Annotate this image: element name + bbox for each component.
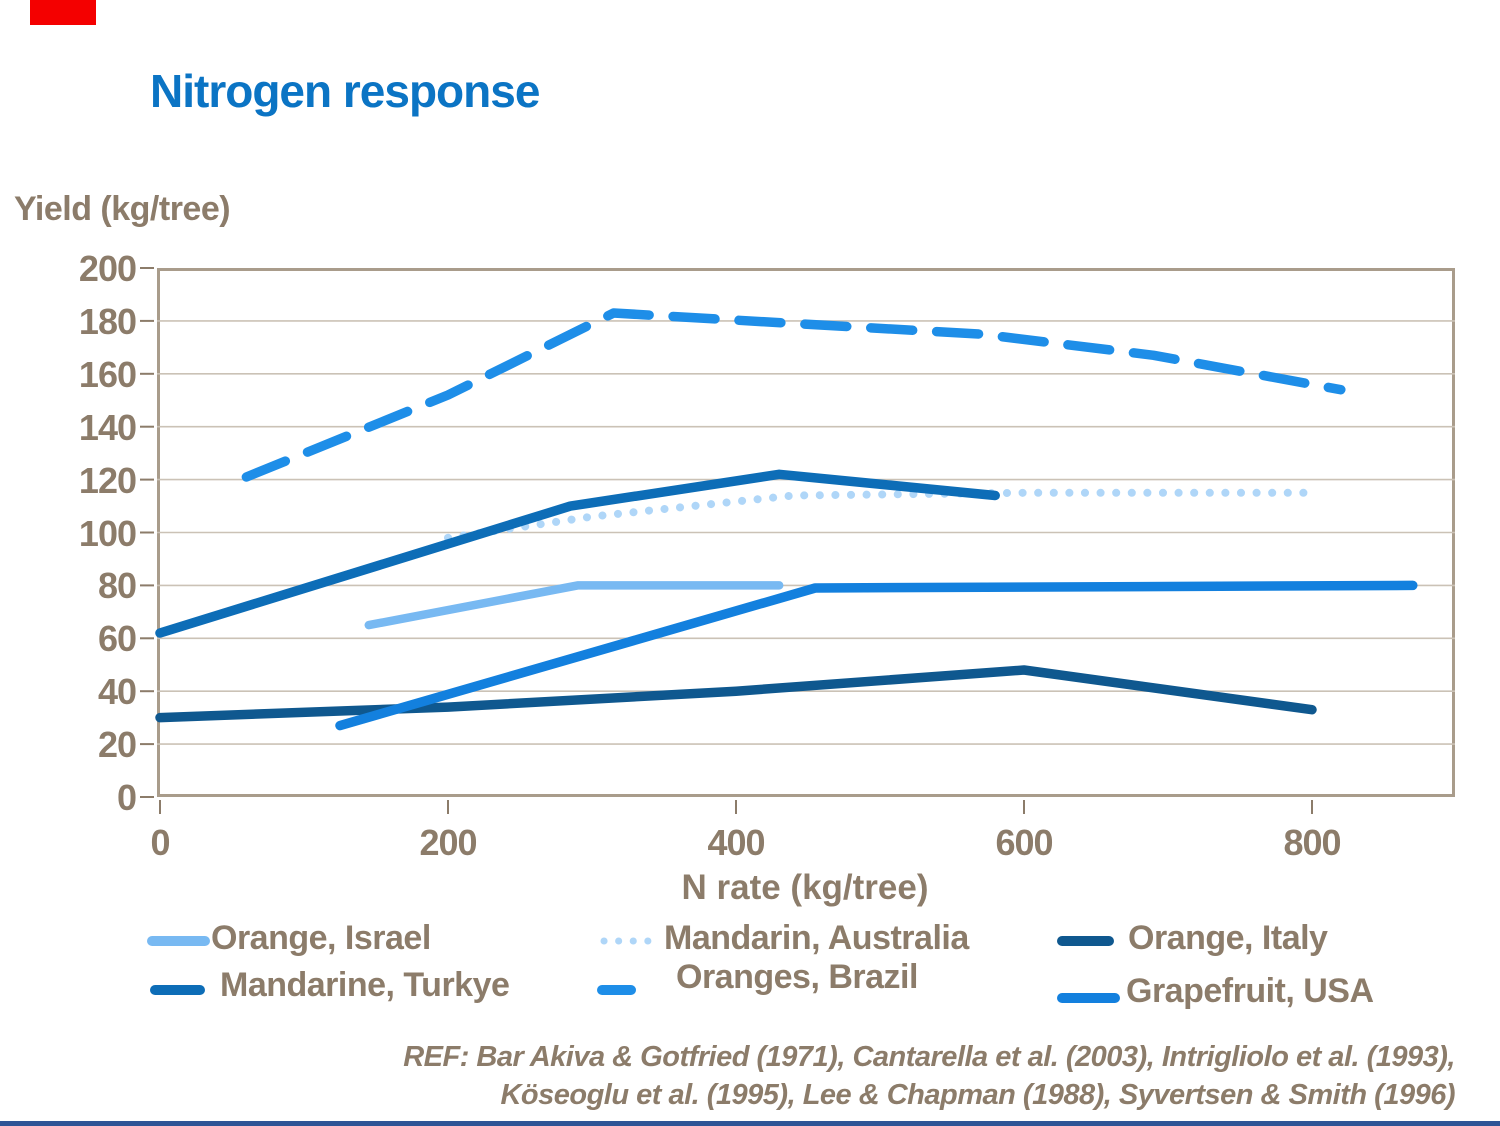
y-tick-label-100: 100 (78, 512, 137, 554)
legend-swatch-orange-israel (147, 936, 210, 946)
legend-swatch-oranges-brazil (597, 985, 636, 995)
y-tick-label-0: 0 (116, 777, 137, 818)
y-tick-label-200: 200 (78, 248, 137, 289)
x-tick-label-800: 800 (1283, 822, 1341, 863)
page-title: Nitrogen response (150, 65, 540, 117)
x-tick-label-600: 600 (995, 822, 1053, 863)
y-tick-label-140: 140 (78, 406, 137, 448)
series-line-mandarine-turkye (155, 469, 1000, 638)
chart-plot (140, 267, 1455, 814)
reference-line-2: Köseoglu et al. (1995), Lee & Chapman (1… (500, 1079, 1455, 1111)
legend-swatch-orange-italy (1057, 936, 1114, 946)
series-line-mandarin-australia (444, 488, 1316, 542)
legend-swatch-grapefruit-usa (1057, 993, 1120, 1003)
series-line-orange-italy (155, 665, 1317, 723)
series-line-grapefruit-usa (335, 580, 1418, 731)
references: REF: Bar Akiva & Gotfried (1971), Cantar… (155, 1038, 1455, 1114)
y-axis-title: Yield (kg/tree) (14, 190, 231, 228)
y-tick-label-160: 160 (78, 353, 137, 395)
legend-label-orange-israel: Orange, Israel (211, 919, 431, 957)
legend-label-orange-italy: Orange, Italy (1128, 919, 1328, 957)
y-tick-label-60: 60 (97, 618, 137, 660)
legend-label-mandarine-turkye: Mandarine, Turkye (220, 966, 510, 1004)
y-tick-label-180: 180 (78, 300, 137, 342)
legend-label-grapefruit-usa: Grapefruit, USA (1126, 972, 1374, 1010)
x-tick-label-0: 0 (150, 822, 170, 863)
bottom-accent-bar (0, 1121, 1500, 1126)
series-line-oranges-brazil (241, 308, 1346, 482)
y-tick-label-120: 120 (78, 459, 137, 501)
x-tick-label-400: 400 (707, 822, 765, 863)
x-tick-label-200: 200 (419, 822, 477, 863)
y-tick-label-20: 20 (97, 724, 137, 766)
top-left-red-mark (30, 0, 96, 25)
reference-line-1: REF: Bar Akiva & Gotfried (1971), Cantar… (403, 1041, 1455, 1073)
series-line-orange-israel (364, 581, 784, 630)
legend-label-oranges-brazil: Oranges, Brazil (676, 958, 918, 996)
x-axis-title: N rate (kg/tree) (681, 868, 929, 907)
y-tick-label-40: 40 (97, 671, 137, 713)
legend-swatch-mandarine-turkye (150, 985, 205, 995)
legend-swatch-mandarin-australia (600, 937, 665, 945)
y-tick-label-80: 80 (97, 565, 137, 607)
legend-label-mandarin-australia: Mandarin, Australia (664, 919, 969, 957)
